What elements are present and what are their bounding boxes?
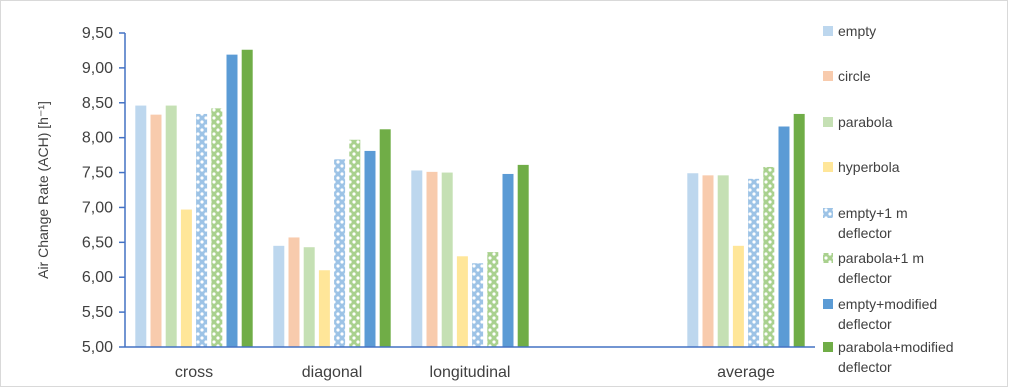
category-labels: cross diagonal longitudinal average (175, 364, 775, 381)
legend-swatch (823, 253, 833, 263)
bar (732, 245, 744, 347)
bar (487, 252, 499, 347)
bar (687, 173, 699, 347)
bar (150, 114, 162, 347)
bar (318, 270, 330, 347)
category-label: cross (175, 364, 213, 381)
y-tick-label: 6,50 (82, 234, 113, 251)
bar (456, 256, 468, 347)
legend-label: empty+modified deflector (838, 296, 937, 332)
bar (472, 263, 484, 347)
bar (364, 150, 376, 347)
legend-label: parabola+1 m deflector (838, 250, 924, 286)
bars (135, 49, 805, 348)
bar (226, 54, 238, 348)
y-tick-label: 9,50 (82, 25, 113, 42)
category-label: average (717, 364, 775, 381)
bar (288, 237, 300, 347)
legend-label: parabola+modified deflector (838, 339, 954, 375)
category-label: longitudinal (430, 364, 511, 381)
legend-swatch (823, 26, 833, 36)
bar (273, 245, 285, 347)
y-tick-label: 8,00 (82, 130, 113, 147)
bar (763, 166, 775, 347)
legend-swatch (823, 117, 833, 127)
legend-swatch (823, 208, 833, 218)
y-tick-label: 7,00 (82, 199, 113, 216)
bar (748, 178, 760, 347)
y-axis-label: Air Change Rate (ACH) [h⁻¹] (35, 101, 51, 279)
y-tick-label: 6,00 (82, 269, 113, 286)
legend-label: empty+1 m deflector (838, 205, 908, 241)
legend-swatch (823, 71, 833, 81)
legend-swatch (823, 299, 833, 309)
bar (502, 173, 514, 347)
bar (180, 209, 192, 347)
bar (717, 175, 729, 347)
bar (379, 129, 391, 347)
y-tick-label: 5,00 (82, 339, 113, 356)
bar (334, 159, 346, 347)
bar (165, 105, 177, 348)
bar (349, 139, 361, 347)
bar (411, 170, 423, 347)
bar (135, 105, 147, 348)
y-tick-label: 5,50 (82, 304, 113, 321)
legend-label: empty (838, 23, 876, 39)
bar (517, 164, 529, 347)
category-label: diagonal (302, 364, 363, 381)
bar (441, 172, 453, 347)
bar (778, 126, 790, 347)
bar (702, 175, 714, 347)
legend-swatch (823, 342, 833, 352)
legend: empty circle parabola hyperbola empty+1 m def… (823, 23, 954, 375)
y-axis-ticks: 9,50 9,00 8,50 8,00 7,50 7,00 6,50 6,00 5,50 5,00 (82, 25, 125, 356)
bar (793, 113, 805, 347)
legend-label: hyperbola (838, 159, 900, 175)
bar (211, 108, 223, 347)
bar (241, 49, 253, 347)
legend-label: parabola (838, 114, 893, 130)
legend-swatch (823, 162, 833, 172)
bar (196, 113, 208, 347)
y-tick-label: 7,50 (82, 165, 113, 182)
bar (303, 247, 315, 347)
y-tick-label: 9,00 (82, 60, 113, 77)
bar (426, 171, 438, 347)
legend-label: circle (838, 68, 871, 84)
y-tick-label: 8,50 (82, 95, 113, 112)
